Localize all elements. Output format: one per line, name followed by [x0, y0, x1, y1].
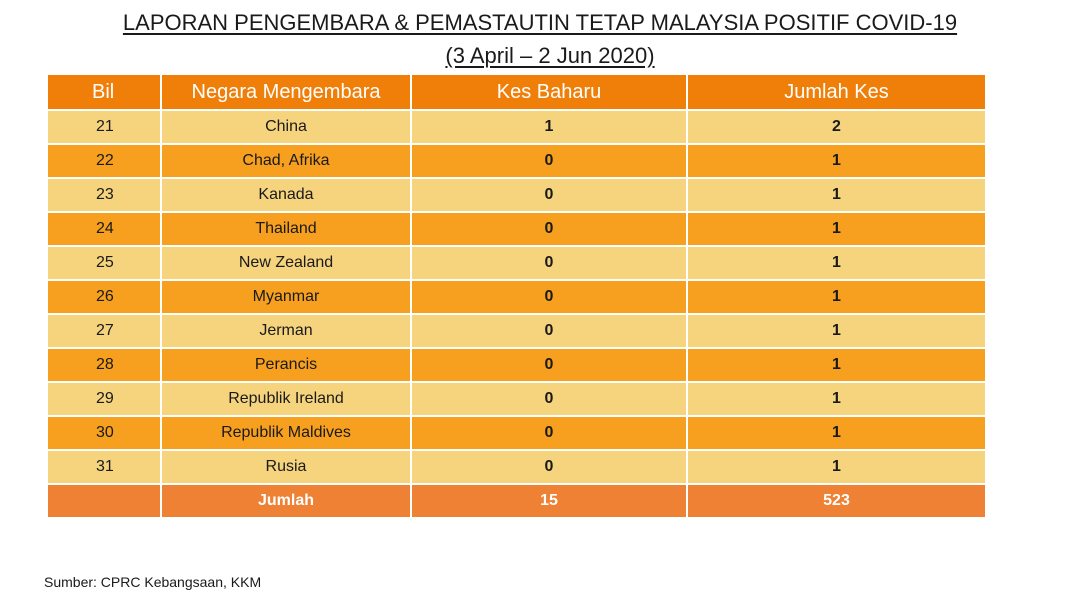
cell-negara: Myanmar [160, 279, 412, 315]
cell-kes-baharu: 1 [410, 109, 688, 145]
total-row: Jumlah 15 523 [46, 483, 987, 519]
table-row: 31 Rusia 0 1 [46, 449, 987, 485]
cell-negara: Thailand [160, 211, 412, 247]
cell-kes-baharu: 0 [410, 313, 688, 349]
cell-negara: China [160, 109, 412, 145]
cell-negara: Rusia [160, 449, 412, 485]
cell-bil: 21 [46, 109, 162, 145]
cell-kes-baharu: 0 [410, 381, 688, 417]
cell-jumlah-kes: 1 [686, 211, 987, 247]
cell-bil: 22 [46, 143, 162, 179]
cell-negara: Chad, Afrika [160, 143, 412, 179]
report-title: LAPORAN PENGEMBARA & PEMASTAUTIN TETAP M… [0, 8, 1080, 74]
report-title-line2: (3 April – 2 Jun 2020) [445, 43, 655, 68]
cell-kes-baharu: 0 [410, 143, 688, 179]
cell-negara: Jerman [160, 313, 412, 349]
cell-jumlah-kes: 1 [686, 449, 987, 485]
covid-cases-table: Bil Negara Mengembara Kes Baharu Jumlah … [46, 73, 987, 519]
cell-jumlah-kes: 1 [686, 143, 987, 179]
cell-jumlah-kes: 2 [686, 109, 987, 145]
cell-negara: Republik Ireland [160, 381, 412, 417]
source-note: Sumber: CPRC Kebangsaan, KKM [44, 574, 262, 590]
cell-jumlah-kes: 1 [686, 415, 987, 451]
table-row: 29 Republik Ireland 0 1 [46, 381, 987, 417]
table-row: 23 Kanada 0 1 [46, 177, 987, 213]
cell-kes-baharu: 0 [410, 245, 688, 281]
cell-kes-baharu: 0 [410, 211, 688, 247]
table-row: 24 Thailand 0 1 [46, 211, 987, 247]
cell-bil: 25 [46, 245, 162, 281]
cell-kes-baharu: 0 [410, 177, 688, 213]
cell-negara: New Zealand [160, 245, 412, 281]
cell-bil: 31 [46, 449, 162, 485]
header-kes-baharu: Kes Baharu [410, 73, 688, 111]
cell-kes-baharu: 0 [410, 449, 688, 485]
total-label: Jumlah [160, 483, 412, 519]
cell-jumlah-kes: 1 [686, 245, 987, 281]
cell-bil: 26 [46, 279, 162, 315]
table-row: 21 China 1 2 [46, 109, 987, 145]
cell-bil: 27 [46, 313, 162, 349]
table-row: 30 Republik Maldives 0 1 [46, 415, 987, 451]
table-row: 27 Jerman 0 1 [46, 313, 987, 349]
cell-bil: 24 [46, 211, 162, 247]
total-jumlah-kes: 523 [686, 483, 987, 519]
header-negara: Negara Mengembara [160, 73, 412, 111]
table-row: 28 Perancis 0 1 [46, 347, 987, 383]
header-bil: Bil [46, 73, 162, 111]
total-empty-cell [46, 483, 162, 519]
cell-bil: 28 [46, 347, 162, 383]
cell-negara: Kanada [160, 177, 412, 213]
report-title-line1: LAPORAN PENGEMBARA & PEMASTAUTIN TETAP M… [122, 10, 958, 35]
cell-kes-baharu: 0 [410, 415, 688, 451]
header-jumlah-kes: Jumlah Kes [686, 73, 987, 111]
cell-bil: 23 [46, 177, 162, 213]
cell-jumlah-kes: 1 [686, 381, 987, 417]
table-row: 25 New Zealand 0 1 [46, 245, 987, 281]
cell-kes-baharu: 0 [410, 279, 688, 315]
cell-jumlah-kes: 1 [686, 177, 987, 213]
table-header-row: Bil Negara Mengembara Kes Baharu Jumlah … [46, 73, 987, 111]
total-kes-baharu: 15 [410, 483, 688, 519]
cell-bil: 30 [46, 415, 162, 451]
cell-negara: Perancis [160, 347, 412, 383]
cell-jumlah-kes: 1 [686, 279, 987, 315]
table-row: 26 Myanmar 0 1 [46, 279, 987, 315]
cell-kes-baharu: 0 [410, 347, 688, 383]
cell-jumlah-kes: 1 [686, 313, 987, 349]
table-row: 22 Chad, Afrika 0 1 [46, 143, 987, 179]
cell-jumlah-kes: 1 [686, 347, 987, 383]
cell-negara: Republik Maldives [160, 415, 412, 451]
cell-bil: 29 [46, 381, 162, 417]
